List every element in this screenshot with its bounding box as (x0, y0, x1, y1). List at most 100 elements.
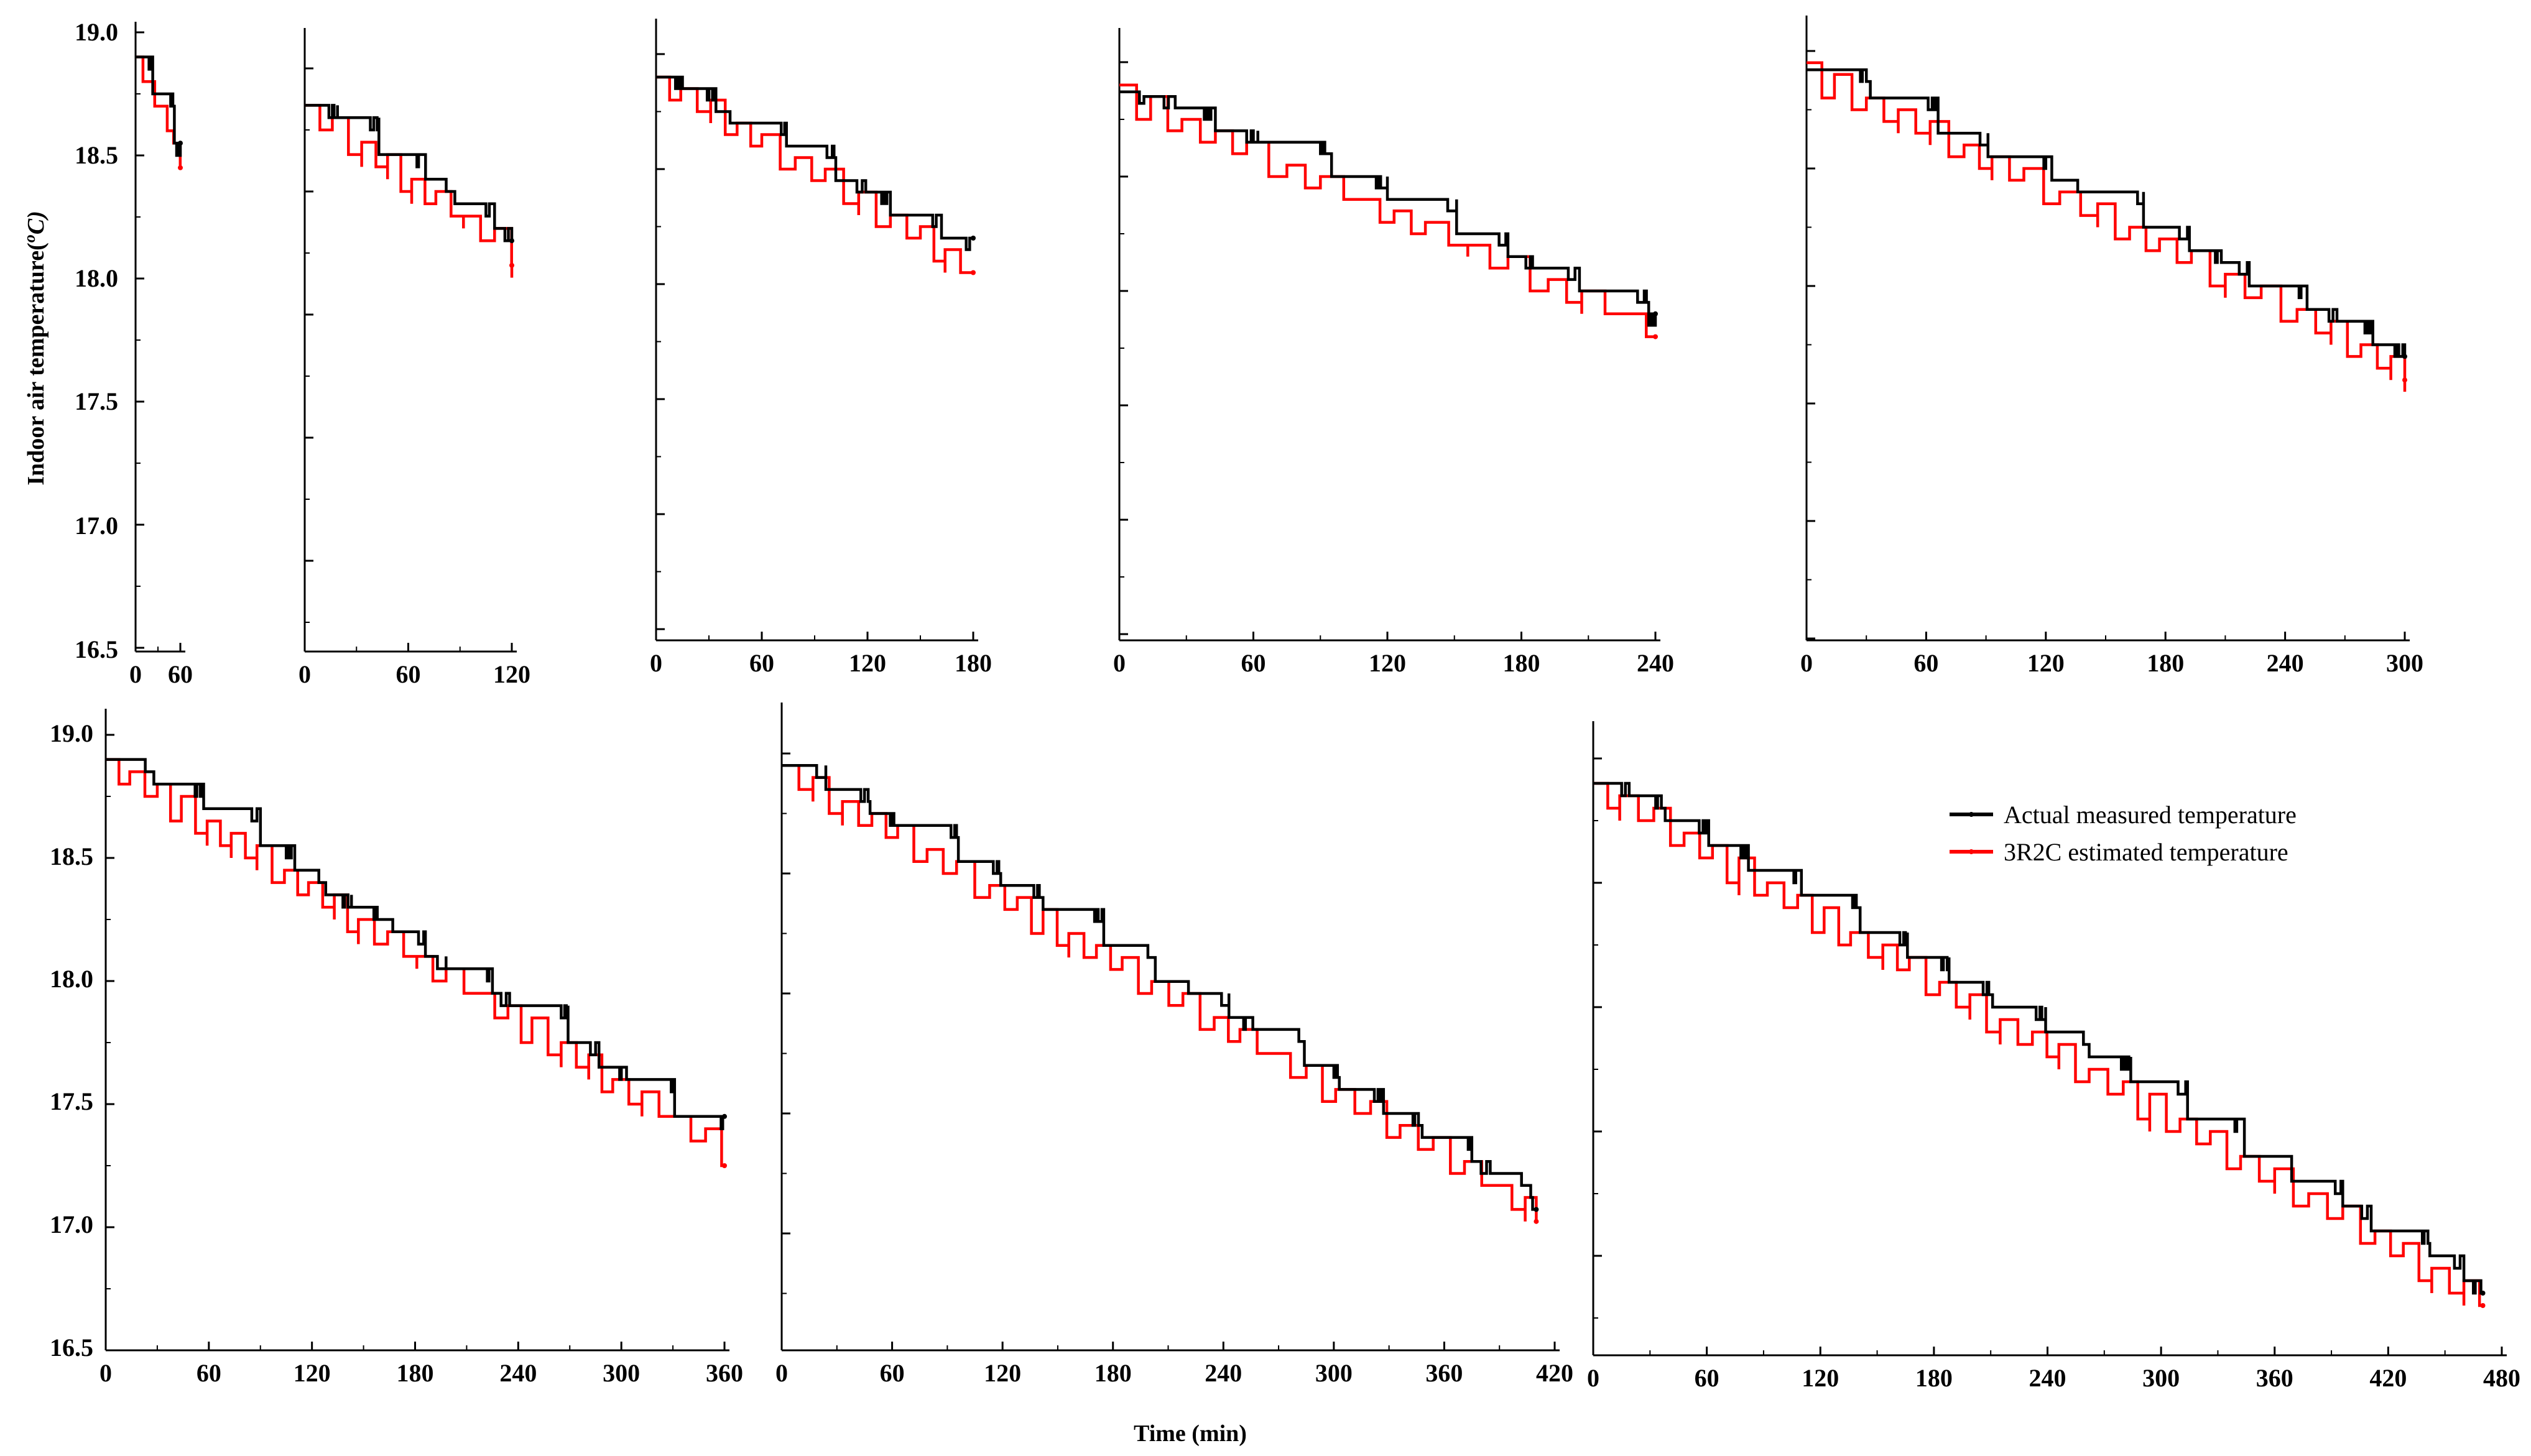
y-tick-label: 16.5 (75, 635, 118, 663)
panel-1: 19.0 18.5 18.0 17.5 17.0 16.5 0 60 (75, 18, 193, 688)
series-estimated-line (1593, 781, 2483, 1307)
x-tick-label: 60 (197, 1359, 221, 1387)
series-actual-point (509, 238, 514, 244)
y-tick-label: 19.0 (50, 719, 93, 747)
x-tick-label: 60 (168, 660, 193, 688)
panels-layer: 19.018.518.017.517.016.50 60 0 60 120 0 60 120 1… (50, 16, 2520, 1392)
series-actual-line (136, 55, 182, 157)
x-tick-label: 180 (1094, 1359, 1132, 1387)
series-actual-line (1593, 781, 2483, 1295)
x-tick-label: 120 (2027, 649, 2065, 677)
panel-3: 0 60 120 180 (650, 19, 992, 677)
y-tick-label: 18.0 (50, 965, 93, 993)
y-axis-title-text: Indoor air temperature( (23, 242, 49, 486)
x-tick-label: 240 (2029, 1364, 2066, 1392)
series-actual-point (1653, 311, 1658, 316)
series-actual-point (178, 141, 183, 146)
x-tick-label: 180 (1503, 649, 1540, 677)
panel-7: 0 60 120 180 240 300 360 420 (775, 703, 1573, 1387)
x-tick-label: 60 (749, 649, 774, 677)
series-estimated-line (782, 764, 1538, 1222)
y-tick-label: 17.0 (50, 1210, 93, 1238)
series-actual-point (2402, 354, 2407, 359)
x-tick-label: 300 (2142, 1364, 2180, 1392)
y-axis-title: Indoor air temperature(oC) (21, 211, 49, 486)
series-actual-point (722, 1113, 727, 1119)
x-tick-label: 360 (706, 1359, 743, 1387)
series-actual-point (971, 236, 976, 241)
x-tick-label: 0 (1800, 649, 1813, 677)
y-tick-label: 18.5 (75, 141, 118, 169)
series-actual-point (1534, 1207, 1539, 1212)
x-tick-label: 60 (880, 1359, 905, 1387)
series-estimated-point (722, 1163, 727, 1168)
x-tick-label: 60 (1241, 649, 1266, 677)
x-tick-label: 360 (2256, 1364, 2293, 1392)
x-tick-label: 180 (2147, 649, 2184, 677)
x-tick-label: 180 (1915, 1364, 1953, 1392)
x-tick-label: 0 (99, 1359, 112, 1387)
legend-label-actual: Actual measured temperature (2004, 801, 2297, 829)
x-axis-title: Time (min) (1134, 1421, 1247, 1447)
series-actual-point (2480, 1291, 2486, 1296)
y-axis-title-unit: C) (23, 211, 49, 234)
panel-8: 0 60 120 180 240 300 360 420 480 (1587, 721, 2520, 1392)
x-tick-label: 240 (1205, 1359, 1242, 1387)
series-actual-line (305, 104, 514, 242)
series-estimated-line (1807, 61, 2407, 392)
series-actual-line (1807, 68, 2407, 358)
x-tick-label: 60 (396, 660, 421, 688)
x-tick-label: 0 (1113, 649, 1126, 677)
x-tick-label: 0 (775, 1359, 788, 1387)
y-tick-label: 16.5 (50, 1334, 93, 1362)
x-tick-label: 420 (1536, 1359, 1573, 1387)
panel-5: 0 60 120 180 240 300 (1800, 16, 2423, 677)
y-tick-label: 17.5 (50, 1087, 93, 1115)
series-estimated-line (305, 104, 514, 278)
series-estimated-line (656, 75, 973, 274)
x-tick-label: 120 (294, 1359, 331, 1387)
y-tick-label: 17.5 (75, 387, 118, 415)
x-tick-label: 60 (1695, 1364, 1719, 1392)
y-tick-label: 18.5 (50, 842, 93, 870)
legend-label-estimated: 3R2C estimated temperature (2004, 838, 2288, 866)
series-actual-line (656, 75, 973, 251)
y-tick-label: 17.0 (75, 512, 118, 540)
panel-2: 0 60 120 (298, 28, 530, 688)
x-tick-label: 120 (849, 649, 886, 677)
x-tick-label: 60 (1913, 649, 1938, 677)
x-tick-label: 0 (1587, 1364, 1599, 1392)
series-estimated-point (1653, 334, 1658, 339)
legend: Actual measured temperature 3R2C estimat… (1950, 801, 2297, 866)
panel-4: 0 60 120 180 240 (1113, 28, 1674, 677)
series-estimated-line (1119, 83, 1655, 338)
series-estimated-point (2480, 1303, 2486, 1308)
x-tick-label: 0 (650, 649, 662, 677)
y-tick-label: 18.0 (75, 264, 118, 292)
y-axis-title-superscript: o (21, 234, 39, 242)
x-tick-label: 240 (499, 1359, 537, 1387)
series-actual-line (1119, 90, 1657, 327)
x-tick-label: 360 (1425, 1359, 1463, 1387)
series-estimated-line (106, 758, 724, 1168)
x-tick-label: 240 (2267, 649, 2304, 677)
x-tick-label: 300 (603, 1359, 640, 1387)
series-estimated-point (1534, 1219, 1539, 1224)
x-tick-label: 120 (493, 660, 530, 688)
series-estimated-point (2402, 377, 2407, 383)
x-tick-label: 480 (2483, 1364, 2520, 1392)
x-tick-label: 300 (1315, 1359, 1353, 1387)
x-tick-label: 120 (984, 1359, 1021, 1387)
series-estimated-point (178, 165, 183, 170)
y-tick-label: 19.0 (75, 18, 118, 46)
x-tick-label: 300 (2386, 649, 2423, 677)
x-tick-label: 420 (2369, 1364, 2407, 1392)
legend-marker-estimated (1969, 849, 1974, 854)
panel-6: 19.0 18.5 18.0 17.5 17.0 16.50 60 120 180 240 300 3… (50, 709, 743, 1387)
x-tick-label: 180 (397, 1359, 434, 1387)
x-tick-label: 0 (298, 660, 311, 688)
x-tick-label: 180 (955, 649, 992, 677)
series-estimated-point (509, 262, 514, 268)
x-tick-label: 0 (129, 660, 142, 688)
